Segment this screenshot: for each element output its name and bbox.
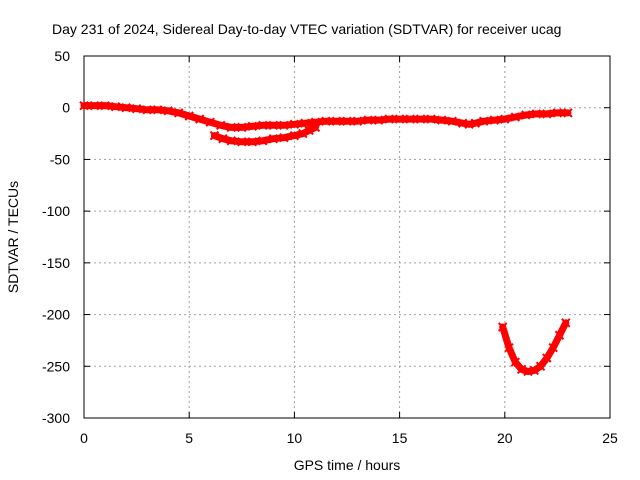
y-tick-label: 50 — [54, 48, 70, 64]
x-tick-label: 5 — [185, 430, 193, 446]
data-point — [447, 116, 457, 126]
data-point — [405, 114, 415, 124]
y-tick-label: -150 — [42, 255, 70, 271]
data-point — [131, 104, 142, 114]
data-point — [268, 120, 279, 131]
data-point — [489, 115, 499, 125]
y-tick-label: -50 — [50, 151, 70, 167]
data-point — [184, 111, 194, 121]
data-point — [363, 115, 373, 125]
data-point — [535, 361, 546, 371]
data-point — [247, 137, 258, 147]
data-point — [342, 116, 352, 126]
data-point — [100, 100, 110, 111]
data-point — [110, 101, 121, 112]
data-point — [321, 116, 331, 126]
data-point — [504, 342, 514, 353]
data-point — [298, 128, 308, 139]
data-point — [394, 114, 405, 124]
x-axis-label: GPS time / hours — [294, 457, 401, 473]
data-point — [247, 121, 258, 132]
data-point — [521, 110, 531, 120]
data-point — [373, 115, 384, 125]
data-point — [554, 330, 565, 340]
data-point — [205, 117, 215, 127]
data-point — [552, 108, 563, 118]
data-point — [479, 116, 489, 126]
data-point — [237, 137, 247, 147]
chart-title: Day 231 of 2024, Sidereal Day-to-day VTE… — [52, 21, 561, 37]
y-tick-label: -300 — [42, 410, 70, 426]
data-point — [268, 134, 279, 144]
data-point — [289, 119, 300, 129]
series-u_curve — [497, 318, 571, 377]
y-tick-label: -250 — [42, 358, 70, 374]
data-point — [209, 130, 220, 141]
data-point — [218, 134, 228, 144]
data-point — [426, 114, 436, 124]
data-point — [470, 118, 481, 128]
data-point — [195, 114, 205, 124]
data-point — [531, 109, 542, 119]
data-point — [258, 120, 268, 131]
data-point — [226, 136, 236, 146]
data-point — [542, 109, 552, 119]
y-axis-label: SDTVAR / TECUs — [5, 181, 21, 293]
data-point — [331, 116, 342, 126]
data-point — [529, 365, 539, 376]
data-point — [237, 122, 247, 133]
y-tick-label: -200 — [42, 307, 70, 323]
series-line — [80, 102, 572, 131]
data-point — [152, 105, 163, 115]
data-point — [289, 130, 300, 141]
data-point — [542, 353, 552, 363]
data-point — [563, 108, 573, 118]
data-point — [173, 108, 184, 118]
data-point — [310, 122, 321, 133]
data-point — [79, 100, 89, 111]
x-tick-label: 10 — [287, 430, 303, 446]
data-point — [279, 133, 289, 143]
data-point — [436, 115, 447, 125]
data-point — [510, 112, 521, 122]
data-point — [500, 114, 510, 124]
data-point — [279, 120, 289, 131]
x-tick-label: 25 — [602, 430, 618, 446]
plot-frame — [83, 55, 611, 419]
data-point — [258, 136, 268, 146]
data-point — [226, 122, 236, 133]
axis-ticks: 0 5 10 15 20 25 50 0 -50 -100 -150 -200 -250 -300 — [42, 48, 618, 446]
data-point — [89, 100, 100, 111]
data-point — [510, 357, 521, 367]
data-point — [216, 120, 226, 131]
y-tick-label: -100 — [42, 203, 70, 219]
series-main — [79, 100, 573, 133]
x-tick-label: 0 — [80, 430, 88, 446]
data-point — [300, 118, 310, 128]
data-point — [384, 114, 394, 124]
data-point — [516, 364, 527, 375]
data-point — [121, 103, 131, 113]
data-point — [142, 105, 152, 115]
x-tick-label: 20 — [497, 430, 513, 446]
data-point — [415, 114, 426, 124]
series-lower_branch — [209, 122, 321, 147]
data-point — [304, 125, 314, 136]
y-tick-label: 0 — [62, 100, 70, 116]
data-point — [352, 116, 363, 126]
data-point — [497, 322, 508, 332]
data-point — [163, 106, 173, 116]
x-tick-label: 15 — [392, 430, 408, 446]
data-point — [561, 318, 571, 328]
series-layer — [79, 100, 573, 377]
data-point — [548, 342, 558, 353]
